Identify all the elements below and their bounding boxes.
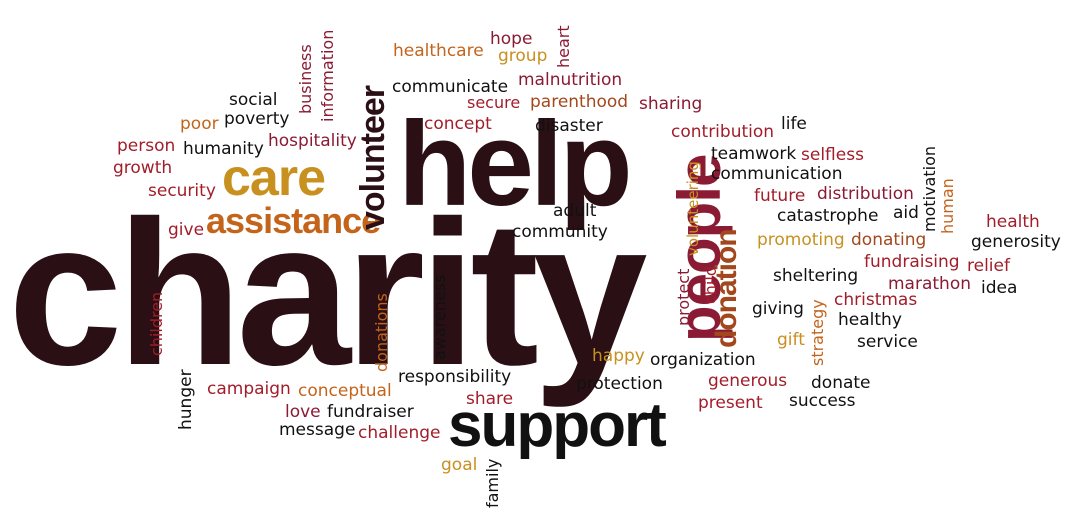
word-poverty: poverty <box>224 109 290 129</box>
word-gift: gift <box>777 330 805 350</box>
word-child: child <box>701 266 720 304</box>
word-family: family <box>483 458 502 508</box>
word-protection: protection <box>576 374 663 394</box>
word-support: support <box>448 391 667 460</box>
word-children: children <box>147 291 166 356</box>
word-relief: relief <box>967 256 1010 276</box>
word-present: present <box>698 393 763 413</box>
word-charity: charity <box>8 178 648 408</box>
word-generosity: generosity <box>971 232 1061 252</box>
word-idea: idea <box>981 278 1018 298</box>
word-future: future <box>754 186 806 206</box>
word-motivation: motivation <box>920 145 939 232</box>
word-love: love <box>285 402 321 422</box>
word-sharing: sharing <box>639 94 703 114</box>
word-donate: donate <box>811 373 871 393</box>
word-hope: hope <box>490 29 533 49</box>
word-heart: heart <box>554 25 573 68</box>
word-poor: poor <box>180 114 219 134</box>
word-secure: secure <box>467 93 521 112</box>
word-security: security <box>148 181 216 201</box>
word-life: life <box>781 114 807 134</box>
word-marathon: marathon <box>888 274 971 294</box>
word-social: social <box>229 90 278 110</box>
word-humanity: humanity <box>183 139 264 159</box>
word-healthcare: healthcare <box>393 41 484 61</box>
word-parenthood: parenthood <box>530 92 629 112</box>
word-healthy: healthy <box>838 310 902 330</box>
word-health: health <box>986 212 1040 232</box>
word-donations: donations <box>372 293 391 372</box>
word-communication: communication <box>711 164 843 184</box>
word-give: give <box>168 220 205 240</box>
word-community: community <box>512 222 608 242</box>
word-strategy: strategy <box>808 299 827 366</box>
word-conceptual: conceptual <box>298 381 392 401</box>
word-information: information <box>318 29 337 122</box>
word-catastrophe: catastrophe <box>777 206 879 226</box>
word-communicate: communicate <box>392 77 509 97</box>
word-fundraising: fundraising <box>864 252 960 272</box>
word-contribution: contribution <box>671 122 775 142</box>
word-malnutrition: malnutrition <box>518 70 623 90</box>
word-challenge: challenge <box>358 423 441 443</box>
word-distribution: distribution <box>817 184 914 204</box>
word-volunteer: volunteer <box>354 85 392 230</box>
word-christmas: christmas <box>834 290 918 310</box>
word-hunger: hunger <box>176 369 196 430</box>
word-person: person <box>117 136 176 156</box>
word-service: service <box>857 332 918 352</box>
word-aid: aid <box>893 203 919 223</box>
word-selfless: selfless <box>801 145 864 165</box>
word-group: group <box>498 46 548 66</box>
word-share: share <box>466 389 514 409</box>
word-assistance: assistance <box>206 200 381 241</box>
word-promoting: promoting <box>757 230 845 250</box>
word-organization: organization <box>650 350 756 370</box>
word-fundraiser: fundraiser <box>327 402 414 422</box>
word-human: human <box>938 178 957 234</box>
word-campaign: campaign <box>207 379 291 399</box>
word-giving: giving <box>752 299 804 319</box>
word-generous: generous <box>708 371 788 391</box>
word-disaster: disaster <box>535 116 603 136</box>
word-teamwork: teamwork <box>711 144 797 164</box>
word-happy: happy <box>592 346 645 366</box>
word-volunteering: volunteering <box>684 161 702 256</box>
word-sheltering: sheltering <box>773 266 859 286</box>
word-care: care <box>222 149 326 207</box>
word-goal: goal <box>441 455 478 475</box>
word-hospitality: hospitality <box>268 131 357 151</box>
word-responsibility: responsibility <box>398 367 512 387</box>
word-concept: concept <box>424 114 492 134</box>
word-protect: protect <box>674 268 693 326</box>
word-help: help <box>398 97 633 231</box>
word-message: message <box>279 420 356 440</box>
word-awareness: awareness <box>430 274 449 360</box>
word-donating: donating <box>851 230 927 250</box>
word-adult: adult <box>553 201 597 221</box>
word-business: business <box>296 44 315 114</box>
word-success: success <box>789 391 856 411</box>
word-growth: growth <box>113 158 173 178</box>
